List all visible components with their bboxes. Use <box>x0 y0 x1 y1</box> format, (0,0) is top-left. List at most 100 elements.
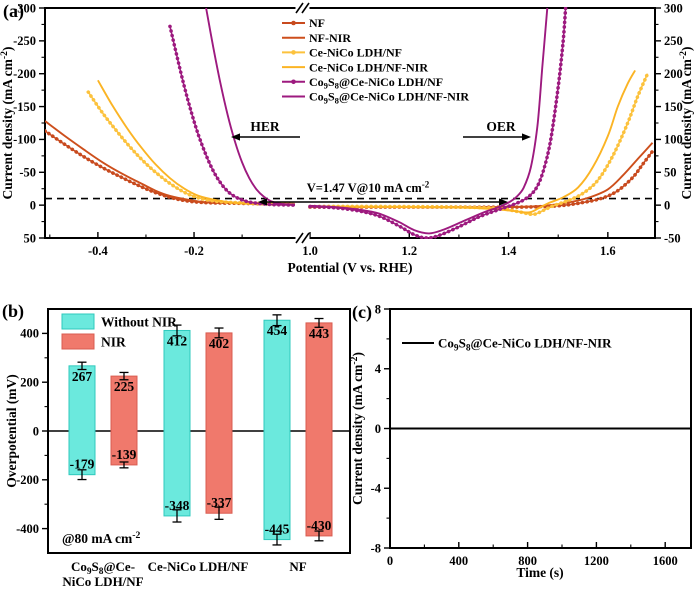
y-tick-label-left: -300 <box>13 1 36 15</box>
series-ce-nico-ldh-nf-nir-oer <box>309 69 636 214</box>
panel-c-xlabel: Time (s) <box>516 565 563 580</box>
axis-break-slash <box>301 232 310 244</box>
arrow-head <box>522 133 531 141</box>
panel-b-ylabel: Overpotential (mV) <box>4 374 19 488</box>
panel-a-ylabel-right: Current density (mA cm-2) <box>678 47 694 200</box>
x-tick-label: 1.4 <box>501 244 517 258</box>
panel-a: -300 300 -250 250 -200 200 -150 150 -100 100 -50 50… <box>0 1 694 275</box>
y-tick-label: 0 <box>33 424 39 438</box>
legend-swatch-nir <box>61 333 95 350</box>
y-tick-label: 400 <box>20 327 39 341</box>
bar-without-nir-0 <box>68 365 96 476</box>
y-tick-label: -400 <box>16 522 39 536</box>
panel-c-ylabel: Current density (mA cm-2) <box>349 352 365 505</box>
y-tick-label-right: -50 <box>664 231 681 245</box>
x-tick-label: 0 <box>387 554 393 568</box>
her-label: HER <box>250 119 280 134</box>
panel-b-legend: Without NIR NIR <box>61 313 177 350</box>
y-tick-label: -4 <box>371 482 382 496</box>
panel-b-label: (b) <box>2 301 24 321</box>
oer-label: OER <box>486 119 516 134</box>
x-tick-label: 400 <box>449 554 468 568</box>
bar-value-oer: 443 <box>309 326 330 341</box>
x-tick-label: -0.4 <box>88 244 109 258</box>
y-tick-label-right: 250 <box>664 34 683 48</box>
panel-c-axes: -8 -4 0 4 8 0 400 800 1200 1600 <box>371 302 678 568</box>
arrow-head <box>258 198 267 206</box>
bar-value-her: -430 <box>307 518 332 533</box>
y-tick-label: 0 <box>375 422 381 436</box>
panel-c-label: (c) <box>352 302 372 322</box>
y-tick-label: -200 <box>16 473 39 487</box>
panel-b-annotation: @80 mA cm-2 <box>62 530 141 546</box>
series-co9s8-ce-nico-ldh-nf-markers <box>168 24 297 207</box>
panel-b-bars: 267 -179 412 -348 454 -445 225 -139 402 -337 443 -4… <box>68 314 333 546</box>
bar-value-her: -445 <box>265 522 290 537</box>
axis-break-gap <box>295 3 310 13</box>
arrow-head <box>499 198 508 206</box>
panel-b: -400 -200 0 200 400 267 -179 412 -348 454 -445 225 -… <box>4 308 351 589</box>
arrow-head <box>231 133 240 141</box>
legend-label-ce-nico-ldh-nf: Ce-NiCo LDH/NF <box>309 46 402 60</box>
y-tick-label-left: -150 <box>13 100 36 114</box>
panel-c-legend: Co9S8@Ce-NiCo LDH/NF-NIR <box>402 336 612 354</box>
y-tick-label-left: -100 <box>13 133 36 147</box>
axis-break-gap <box>295 233 310 243</box>
x-tick-label: 800 <box>518 554 537 568</box>
axis-break-slash <box>301 2 310 14</box>
bar-value-oer: 225 <box>114 379 135 394</box>
bar-value-her: -179 <box>70 457 95 472</box>
series-nf-her <box>45 130 296 205</box>
category-label-2: NF <box>289 559 306 574</box>
panel-a-label: (a) <box>3 1 24 21</box>
y-tick-label: 8 <box>375 302 381 316</box>
legend-label-co9s8-nir: Co9S8@Ce-NiCo LDH/NF-NIR <box>438 336 612 354</box>
y-tick-label-right: 150 <box>664 100 683 114</box>
panel-a-axes: -300 300 -250 250 -200 200 -150 150 -100 100 -50 50… <box>13 1 683 258</box>
panel-b-axes: -400 -200 0 200 400 <box>16 327 48 536</box>
legend-label-ce-nico-ldh-nf-nir: Ce-NiCo LDH/NF-NIR <box>309 60 428 74</box>
bar-without-nir-1 <box>163 329 191 517</box>
category-label-0: NiCo LDH/NF <box>62 574 143 589</box>
y-tick-label: 4 <box>375 362 382 376</box>
y-tick-label-left: -50 <box>19 166 36 180</box>
category-label-0: Co9S8@Ce- <box>71 559 135 577</box>
panel-c: -8 -4 0 4 8 0 400 800 1200 1600 Co9S8@Ce-NiCo LDH/… <box>349 302 692 580</box>
series-ce-nico-ldh-nf-markers <box>308 71 650 217</box>
y-tick-label-right: 200 <box>664 67 683 81</box>
series-nf-nir-her <box>45 120 296 205</box>
axis-break-slash <box>295 232 304 244</box>
axis-break <box>295 2 310 244</box>
bar-value-her: -337 <box>207 495 232 510</box>
y-tick-label-right: 300 <box>664 1 683 15</box>
bar-value-her: -348 <box>165 498 190 513</box>
y-tick-label-left: 0 <box>30 198 36 212</box>
x-tick-label: 1.0 <box>302 244 318 258</box>
panel-a-series <box>45 7 655 239</box>
legend-label-co9s8-ce-nico-ldh-nf-nir: Co9S8@Ce-NiCo LDH/NF-NIR <box>309 90 469 106</box>
y-tick-label-left: -250 <box>13 34 36 48</box>
y-tick-label: -8 <box>371 541 381 555</box>
y-tick-label-right: 50 <box>664 166 677 180</box>
panel-a-ylabel-left: Current density (mA cm-2) <box>0 47 15 200</box>
bar-nir-2 <box>305 322 333 537</box>
y-tick-label-left: 50 <box>24 231 37 245</box>
legend-label-nf-nir: NF-NIR <box>309 31 351 45</box>
y-tick-label-right: 100 <box>664 133 683 147</box>
x-tick-label: 1.6 <box>600 244 616 258</box>
series-co9s8-ce-nico-ldh-nf-her <box>169 26 296 206</box>
bar-value-oer: 402 <box>209 336 230 351</box>
bar-nir-1 <box>205 332 233 514</box>
axis-break-slash <box>295 2 304 14</box>
series-co9s8-ce-nico-ldh-nf-nir-her <box>205 7 296 206</box>
series-nf-markers <box>45 129 297 206</box>
category-label-1: Ce-NiCo LDH/NF <box>148 559 249 574</box>
y-tick-label-right: 0 <box>664 198 670 212</box>
bar-value-oer: 412 <box>167 333 188 348</box>
legend-label-without-nir: Without NIR <box>101 315 177 330</box>
legend-marker-nf <box>291 20 296 26</box>
y-tick-label: 200 <box>20 376 39 390</box>
